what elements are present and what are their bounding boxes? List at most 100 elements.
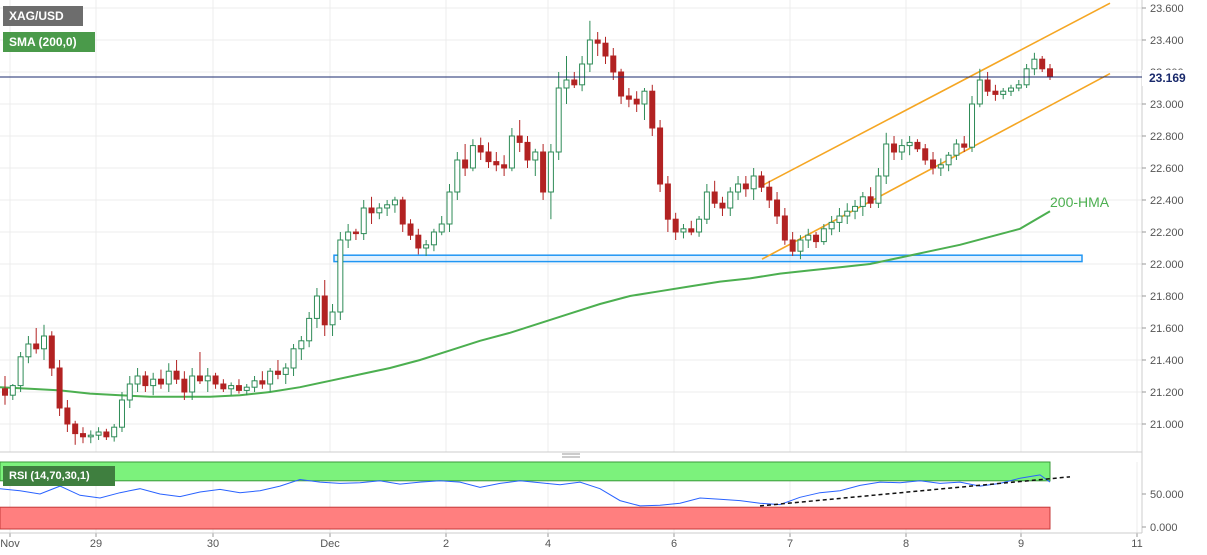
time-tick-label: 2 bbox=[443, 538, 449, 550]
candle bbox=[173, 360, 180, 384]
candle-body bbox=[594, 39, 601, 44]
price-tick-label: 22.400 bbox=[1150, 195, 1184, 207]
candle-body bbox=[774, 199, 781, 217]
candle-body bbox=[399, 199, 406, 225]
candle-body bbox=[48, 335, 55, 369]
rsi-overbought-band bbox=[0, 461, 1051, 482]
candle bbox=[781, 208, 788, 245]
candle-body bbox=[1039, 58, 1046, 70]
price-axis: 21.000 21.200 21.400 21.600 21.800 22.000 22.2… bbox=[1142, 3, 1184, 431]
candle-body bbox=[2, 388, 8, 396]
candle-body bbox=[173, 370, 180, 380]
candle bbox=[79, 427, 86, 444]
time-tick-label: 8 bbox=[903, 538, 909, 550]
candle-body bbox=[337, 239, 344, 313]
candle-body bbox=[610, 55, 617, 73]
hma-annotation: 200-HMA bbox=[1050, 194, 1110, 210]
candle bbox=[610, 48, 617, 80]
candle-body bbox=[150, 378, 157, 387]
candle-body bbox=[602, 42, 609, 57]
candle-body bbox=[298, 340, 305, 350]
candle bbox=[836, 208, 843, 232]
support-zone-rect bbox=[333, 254, 1083, 263]
candle bbox=[618, 68, 625, 104]
candle bbox=[204, 368, 211, 392]
rsi-bands bbox=[0, 461, 1051, 530]
candle bbox=[501, 155, 508, 176]
candle-body bbox=[766, 186, 773, 201]
candle-body bbox=[306, 317, 313, 342]
candle-body bbox=[423, 244, 430, 249]
candle-body bbox=[633, 98, 640, 105]
candle bbox=[274, 360, 281, 380]
candle-body bbox=[664, 183, 671, 220]
candle-body bbox=[477, 145, 484, 153]
candle bbox=[820, 224, 827, 245]
candle-body bbox=[1008, 87, 1015, 92]
candle-body bbox=[961, 143, 968, 148]
candle bbox=[1015, 80, 1022, 92]
rsi-label[interactable]: RSI (14,70,30,1) bbox=[3, 466, 115, 486]
candle bbox=[750, 168, 757, 200]
candle bbox=[914, 139, 921, 152]
price-tick-label: 23.400 bbox=[1150, 35, 1184, 47]
candle bbox=[672, 212, 679, 240]
candle-body bbox=[204, 375, 211, 382]
candle-body bbox=[212, 375, 219, 385]
candle bbox=[719, 196, 726, 216]
candle-body bbox=[844, 210, 851, 217]
candle bbox=[1000, 88, 1007, 100]
candle-body bbox=[72, 423, 79, 435]
candle-body bbox=[126, 383, 133, 401]
candle bbox=[508, 128, 515, 172]
candle bbox=[625, 88, 632, 108]
candle bbox=[891, 136, 898, 160]
candle-body bbox=[898, 145, 905, 153]
symbol-label[interactable]: XAG/USD bbox=[3, 6, 83, 26]
candle bbox=[298, 336, 305, 360]
indicator-label[interactable]: SMA (200,0) bbox=[3, 32, 95, 52]
candle bbox=[87, 430, 94, 444]
candle-body bbox=[251, 380, 258, 388]
candle bbox=[992, 84, 999, 101]
candle-body bbox=[33, 343, 40, 350]
pane-resize-handle[interactable] bbox=[562, 453, 580, 458]
candle-body bbox=[805, 234, 812, 241]
price-tick-label: 22.000 bbox=[1150, 259, 1184, 271]
candle bbox=[602, 36, 609, 64]
candle bbox=[9, 384, 16, 400]
candle-body bbox=[446, 191, 453, 225]
candle-body bbox=[867, 196, 874, 204]
candle-body bbox=[196, 375, 203, 382]
candle bbox=[813, 232, 820, 248]
candle-body bbox=[181, 378, 188, 393]
candle bbox=[758, 171, 765, 192]
candle-body bbox=[40, 335, 47, 350]
time-tick-label: 7 bbox=[787, 538, 793, 550]
candle bbox=[423, 240, 430, 256]
candle-body bbox=[157, 378, 164, 385]
candle bbox=[1008, 84, 1015, 96]
candle bbox=[898, 139, 905, 160]
candle-body bbox=[649, 90, 656, 129]
candle bbox=[742, 176, 749, 197]
candle-body bbox=[930, 159, 937, 169]
candle bbox=[235, 379, 242, 394]
candle bbox=[649, 84, 656, 136]
candle bbox=[680, 224, 687, 239]
candle-body bbox=[501, 164, 508, 169]
candle bbox=[953, 139, 960, 160]
candle-body bbox=[165, 370, 172, 385]
candle-body bbox=[235, 385, 242, 391]
candle bbox=[56, 360, 63, 416]
candle bbox=[33, 328, 40, 354]
candle bbox=[540, 144, 547, 200]
candle bbox=[571, 72, 578, 88]
candle bbox=[251, 376, 258, 392]
candle bbox=[321, 280, 328, 336]
last-price-value: 23.169 bbox=[1149, 71, 1186, 85]
candle-body bbox=[9, 385, 16, 396]
candle bbox=[976, 68, 983, 108]
candle bbox=[352, 228, 359, 240]
